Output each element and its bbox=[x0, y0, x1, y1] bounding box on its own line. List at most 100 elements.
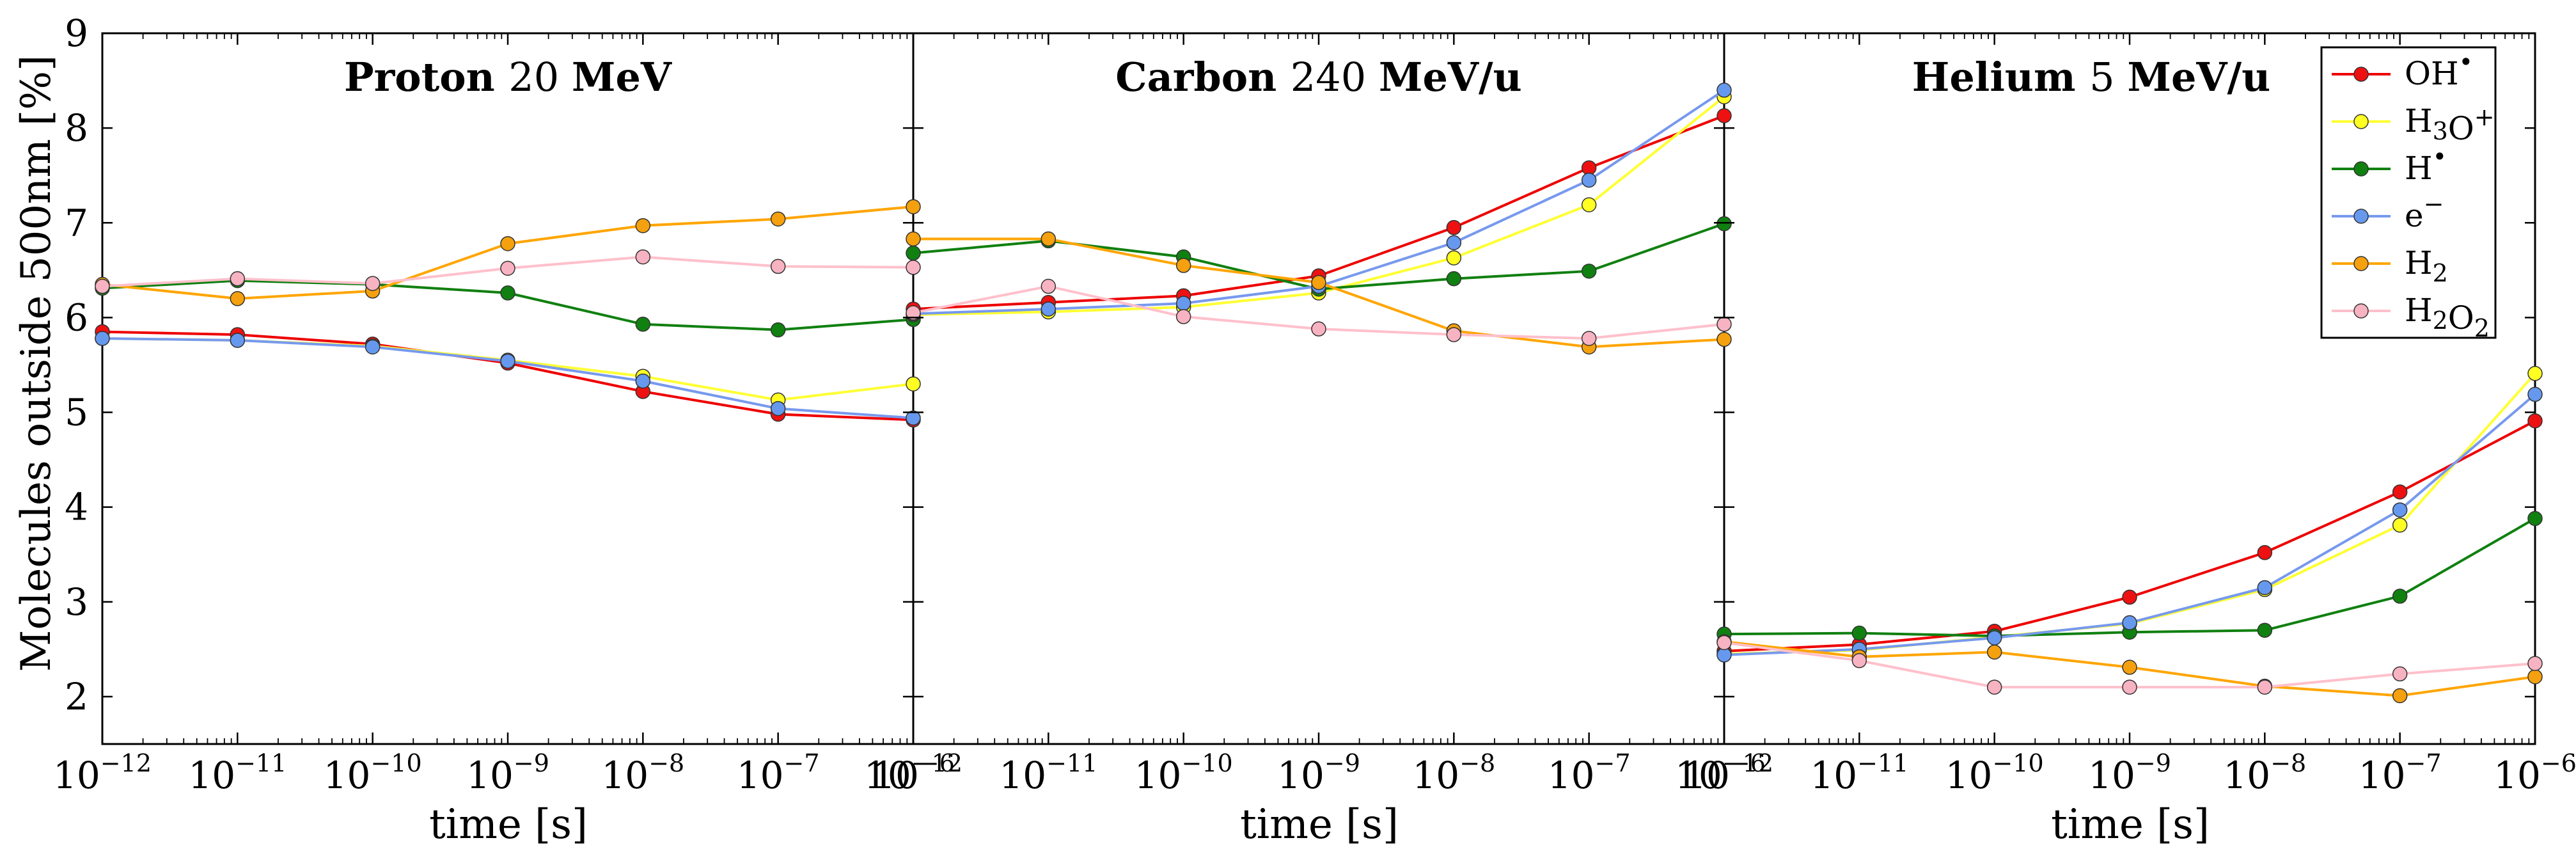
data-point-H2O2 bbox=[2257, 679, 2273, 695]
x-axis-label-panel-3: time [s] bbox=[2051, 801, 2210, 848]
data-point-H bbox=[1446, 271, 1462, 287]
data-point-OH bbox=[2257, 545, 2273, 560]
data-point-H2O2 bbox=[1041, 278, 1056, 294]
data-point-e bbox=[1175, 296, 1191, 311]
x-axis-label-panel-1: time [s] bbox=[429, 801, 588, 848]
data-point-OH bbox=[2527, 413, 2543, 429]
data-point-H2 bbox=[2122, 660, 2137, 675]
data-point-H bbox=[2527, 511, 2543, 527]
data-point-H2O2 bbox=[500, 260, 515, 276]
data-point-H2 bbox=[1716, 331, 1732, 347]
x-tick-label: 10−6 bbox=[872, 749, 955, 797]
legend-marker-OH bbox=[2353, 67, 2369, 82]
legend-label-H3O: H3O+ bbox=[2405, 102, 2495, 147]
x-tick-label: 10−11 bbox=[999, 749, 1097, 797]
x-tick-label: 10−11 bbox=[188, 749, 287, 797]
data-point-H bbox=[906, 245, 921, 261]
data-point-e bbox=[95, 331, 110, 346]
x-tick-label: 10−12 bbox=[864, 749, 962, 797]
data-point-OH bbox=[1446, 219, 1462, 235]
y-tick-label: 5 bbox=[65, 391, 88, 434]
data-point-e bbox=[1041, 301, 1056, 317]
series-layer bbox=[95, 83, 2543, 704]
legend-marker-H2 bbox=[2353, 256, 2369, 271]
data-point-H2O2 bbox=[95, 278, 110, 294]
data-point-H3O bbox=[906, 376, 921, 392]
data-point-H2O2 bbox=[1581, 331, 1597, 346]
x-tick-label: 10−9 bbox=[2088, 749, 2171, 797]
data-point-e bbox=[770, 400, 786, 416]
data-point-e bbox=[500, 353, 515, 369]
data-point-e bbox=[906, 410, 921, 426]
data-point-H bbox=[2392, 589, 2408, 604]
legend-marker-H2O2 bbox=[2353, 303, 2369, 319]
y-tick-label: 2 bbox=[65, 675, 88, 718]
data-point-OH bbox=[2122, 589, 2137, 605]
data-point-e bbox=[1581, 172, 1597, 188]
data-point-e bbox=[1716, 83, 1732, 98]
data-point-e bbox=[2527, 386, 2543, 402]
data-point-H2 bbox=[770, 211, 786, 227]
data-point-OH bbox=[1716, 108, 1732, 123]
data-point-H2O2 bbox=[1716, 635, 1732, 651]
data-point-H3O bbox=[1446, 250, 1462, 265]
x-axis-label-panel-2: time [s] bbox=[1240, 801, 1399, 848]
axis-ticks: 10−12 10−11 10−10 10−9 10−8 10−7 10−610−12 10−1… bbox=[53, 12, 2576, 797]
x-tick-label: 10−8 bbox=[2223, 749, 2306, 797]
y-axis-label: Molecules outside 500nm [%] bbox=[13, 55, 60, 672]
data-point-e bbox=[2257, 580, 2273, 596]
data-point-H2O2 bbox=[635, 249, 651, 265]
data-point-H2O2 bbox=[2122, 679, 2137, 695]
data-point-H2 bbox=[500, 236, 515, 251]
data-point-H2 bbox=[1175, 258, 1191, 273]
x-tick-label: 10−8 bbox=[1412, 749, 1495, 797]
legend-marker-H3O bbox=[2353, 114, 2369, 129]
data-point-e bbox=[230, 333, 246, 348]
data-point-H2 bbox=[1311, 274, 1326, 290]
x-tick-label: 10−9 bbox=[1277, 749, 1360, 797]
panel-title-2: Carbon 240 MeV/u bbox=[1115, 54, 1522, 100]
panel-title-3: Helium 5 MeV/u bbox=[1912, 54, 2270, 100]
x-tick-label: 10−10 bbox=[324, 749, 422, 797]
data-point-H2O2 bbox=[906, 260, 921, 275]
data-point-H3O bbox=[2527, 366, 2543, 381]
legend-label-H2O2: H2O2 bbox=[2405, 292, 2490, 342]
x-tick-label: 10−10 bbox=[1945, 749, 2044, 797]
data-point-H bbox=[635, 317, 651, 332]
y-tick-label: 3 bbox=[65, 580, 88, 624]
data-point-H2O2 bbox=[1851, 653, 1867, 669]
x-tick-label: 10−9 bbox=[466, 749, 549, 797]
y-tick-label: 9 bbox=[65, 12, 88, 55]
data-point-H bbox=[500, 285, 515, 301]
x-tick-label: 10−10 bbox=[1135, 749, 1233, 797]
x-tick-label: 10−12 bbox=[1675, 749, 1773, 797]
y-tick-label: 6 bbox=[65, 296, 88, 339]
data-point-e bbox=[1446, 235, 1462, 251]
legend-marker-H bbox=[2353, 161, 2369, 177]
data-point-H2 bbox=[1041, 231, 1056, 247]
data-point-H bbox=[2257, 622, 2273, 638]
data-point-e bbox=[1986, 630, 2002, 645]
data-point-H bbox=[770, 322, 786, 338]
data-point-H2 bbox=[906, 199, 921, 214]
data-point-H2O2 bbox=[1716, 317, 1732, 332]
data-point-e bbox=[2392, 502, 2408, 518]
data-point-H3O bbox=[1581, 197, 1597, 212]
data-point-H bbox=[1851, 625, 1867, 641]
data-point-H2 bbox=[1986, 644, 2002, 660]
data-point-H2O2 bbox=[230, 271, 246, 287]
y-tick-label: 4 bbox=[65, 486, 88, 529]
legend-box bbox=[2320, 46, 2497, 339]
x-tick-label: 10−6 bbox=[2494, 749, 2576, 797]
data-point-H2O2 bbox=[2392, 666, 2408, 682]
data-point-H2 bbox=[906, 231, 921, 247]
legend: OH• H3O+H•e− H2 H2O2 bbox=[2320, 46, 2497, 342]
data-point-H3O bbox=[2392, 518, 2408, 533]
x-tick-label: 10−7 bbox=[737, 749, 820, 797]
data-point-H2O2 bbox=[2527, 656, 2543, 671]
data-point-e bbox=[635, 373, 651, 389]
y-tick-label: 8 bbox=[65, 106, 88, 150]
x-tick-label: 10−12 bbox=[53, 749, 152, 797]
